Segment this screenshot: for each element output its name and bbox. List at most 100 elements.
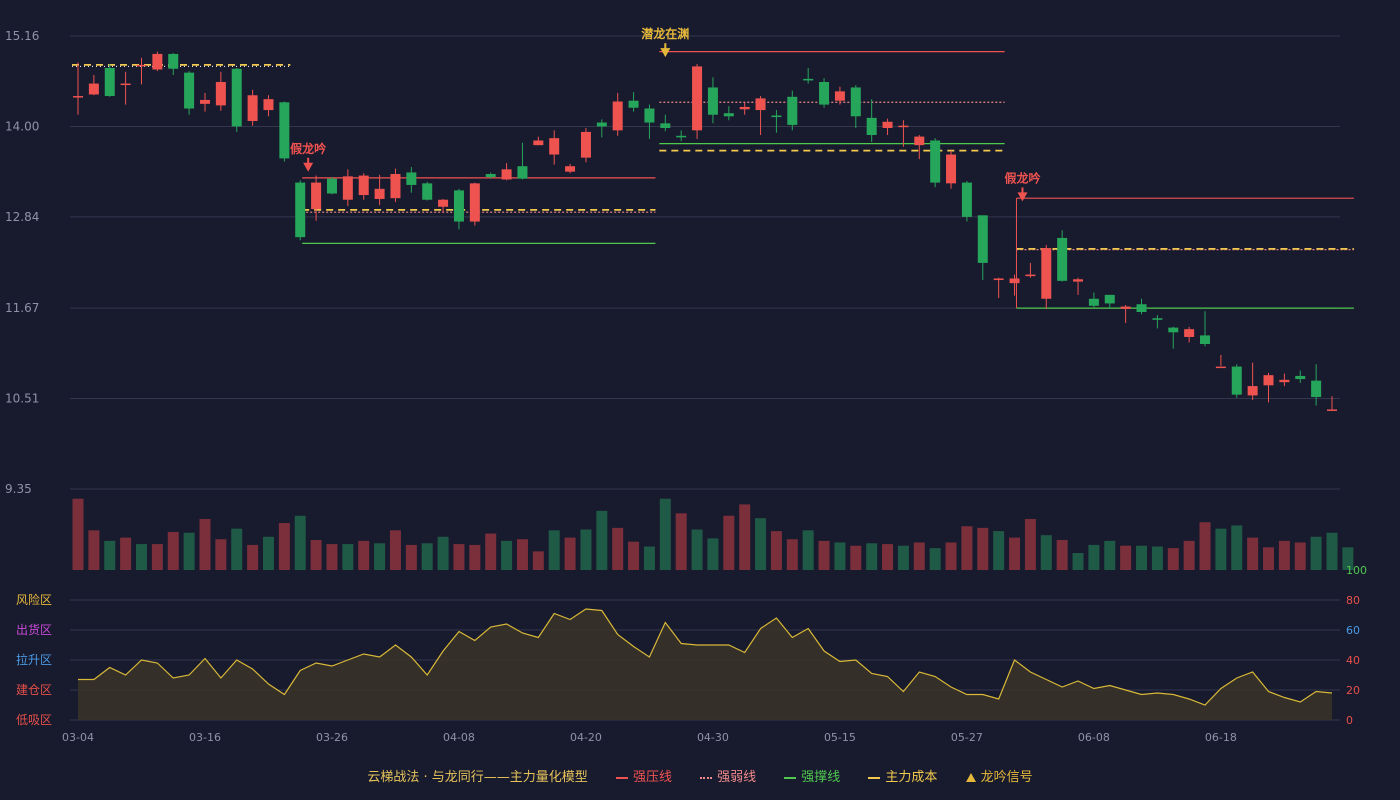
price-tick-label: 9.35 [5, 482, 32, 496]
candle-body [199, 99, 210, 104]
candle [819, 78, 830, 108]
candle-body [247, 95, 258, 121]
candle [438, 198, 449, 213]
volume-bar [1215, 528, 1227, 570]
signal-arrow-icon [303, 162, 314, 172]
signal-annotation-label: 假龙吟 [290, 141, 326, 156]
volume-bar [1136, 545, 1148, 570]
candle [549, 130, 560, 165]
candle [73, 62, 83, 115]
candle-body [1057, 237, 1068, 281]
candle [533, 136, 544, 146]
volume-bar [231, 528, 243, 570]
candle-body [1247, 386, 1258, 396]
volume-bar [151, 544, 163, 570]
zone-label: 建仓区 [16, 683, 52, 697]
x-tick-label: 04-08 [443, 731, 475, 744]
candle [184, 71, 195, 115]
candle-body [263, 99, 274, 111]
candle [914, 135, 925, 160]
candle-body [739, 106, 750, 110]
candle [1184, 326, 1195, 343]
volume-bar [659, 498, 671, 570]
legend-signal[interactable]: 龙吟信号 [965, 766, 1033, 785]
volume-bar [834, 542, 846, 570]
legend-pressure-line[interactable]: 强压线 [615, 766, 672, 785]
volume-bar [913, 542, 925, 570]
volume-bar [1310, 536, 1322, 570]
candle [374, 174, 385, 206]
volume-bar [516, 539, 528, 570]
volume-bar [596, 510, 608, 570]
volume-bar [945, 542, 957, 570]
volume-bar [405, 544, 417, 570]
candle [88, 74, 99, 96]
volume-bar [135, 544, 147, 570]
candle-body [279, 102, 290, 159]
x-tick-label: 04-30 [697, 731, 729, 744]
candle-body [517, 166, 528, 179]
volume-bar [691, 529, 703, 570]
candle [739, 103, 750, 115]
candle [120, 71, 131, 105]
candle [1088, 292, 1099, 308]
volume-bar [294, 515, 306, 570]
candle [866, 99, 877, 143]
candle-body [501, 169, 512, 180]
legend-weak-line[interactable]: 强弱线 [700, 766, 756, 785]
candle-body [73, 96, 83, 98]
chart-legend: 云梯战法 · 与龙同行——主力量化模型 强压线 强弱线 强撑线 主力成本 龙吟信… [0, 766, 1400, 785]
candle [1327, 396, 1337, 411]
legend-title: 云梯战法 · 与龙同行——主力量化模型 [367, 770, 588, 785]
candle [215, 71, 226, 111]
candle [231, 67, 242, 132]
volume-bar [485, 533, 497, 570]
volume-bar [1326, 532, 1338, 570]
candle [517, 142, 528, 180]
oscillator-tick-label: 60 [1346, 624, 1360, 637]
signal-arrow-icon [660, 48, 671, 58]
legend-support-line[interactable]: 强撑线 [784, 766, 840, 785]
x-tick-label: 05-27 [951, 731, 983, 744]
legend-cost-line[interactable]: 主力成本 [868, 766, 937, 785]
volume-bar [770, 531, 782, 570]
candle-body [231, 68, 242, 127]
candle-body [755, 98, 766, 111]
candle [263, 95, 274, 117]
candle [930, 138, 941, 188]
candle-body [1152, 318, 1163, 320]
volume-bar [866, 543, 878, 570]
candle [565, 163, 576, 174]
oscillator-tick-label: 0 [1346, 714, 1353, 727]
candle [771, 110, 782, 133]
candle [1120, 304, 1131, 323]
candle [326, 177, 337, 195]
pressure-line-swatch-icon [615, 776, 628, 779]
volume-bar [72, 498, 84, 570]
price-tick-label: 14.00 [5, 119, 39, 133]
candle-body [215, 82, 226, 106]
candle-body [819, 82, 830, 105]
candle-body [993, 278, 1004, 281]
candle [469, 182, 480, 226]
candle [152, 51, 163, 72]
volume-bar [850, 545, 862, 570]
x-tick-label: 03-04 [62, 731, 94, 744]
volume-bar [612, 527, 624, 570]
signal-annotation-label: 假龙吟 [1004, 170, 1040, 185]
volume-bar [262, 536, 274, 570]
volume-bar [1104, 540, 1116, 570]
volume-bar [802, 530, 814, 570]
x-tick-label: 05-15 [824, 731, 856, 744]
candle-body [533, 140, 544, 146]
candle [1311, 364, 1322, 406]
candle-body [612, 101, 623, 131]
volume-bar [247, 544, 259, 570]
candle-body [1184, 329, 1195, 337]
volume-bar [1183, 540, 1195, 570]
volume-bar [1294, 542, 1306, 570]
candle-body [1279, 379, 1290, 383]
volume-bar [1247, 537, 1259, 570]
candle [834, 86, 845, 105]
volume-bar [977, 527, 989, 570]
